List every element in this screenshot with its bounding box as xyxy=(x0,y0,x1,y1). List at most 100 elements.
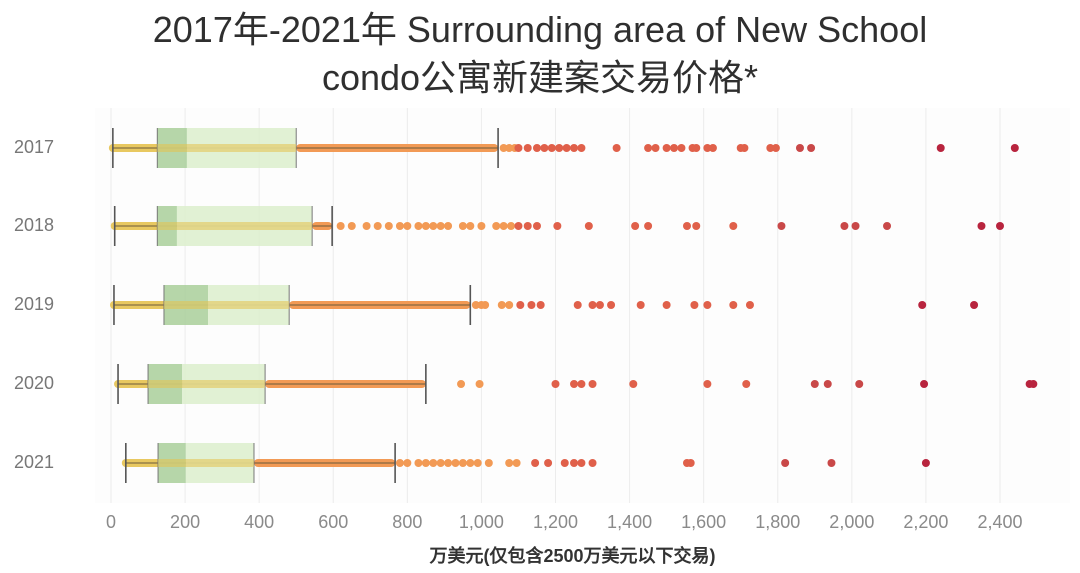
x-tick-label: 2,400 xyxy=(977,512,1023,532)
outlier-dot xyxy=(810,380,819,388)
x-axis-title: 万美元(仅包含2500万美元以下交易) xyxy=(429,546,716,566)
outlier-dot xyxy=(677,144,686,152)
box-band xyxy=(148,380,266,388)
outlier-dot xyxy=(570,380,579,388)
x-tick-label: 0 xyxy=(105,512,117,532)
outlier-dot xyxy=(703,144,712,152)
outlier-dot xyxy=(588,380,597,388)
outlier-dot xyxy=(612,144,621,152)
outlier-dot xyxy=(547,144,556,152)
outlier-dot xyxy=(421,222,430,230)
outlier-dot xyxy=(651,144,660,152)
x-tick-label: 1,800 xyxy=(755,512,801,532)
outlier-dot xyxy=(690,301,699,309)
outlier-dot xyxy=(532,144,541,152)
outlier-dot xyxy=(807,144,816,152)
outlier-dot xyxy=(414,459,423,467)
outlier-dot xyxy=(577,380,586,388)
outlier-dot xyxy=(384,222,393,230)
outlier-dot xyxy=(444,459,453,467)
outlier-dot xyxy=(362,222,371,230)
outlier-dot xyxy=(514,144,523,152)
outlier-dot xyxy=(692,222,701,230)
outlier-dot xyxy=(629,380,638,388)
outlier-dot xyxy=(588,301,597,309)
outlier-dot xyxy=(553,222,562,230)
x-tick-label: 1,600 xyxy=(681,512,727,532)
outlier-dot xyxy=(471,301,480,309)
outlier-dot xyxy=(497,301,506,309)
x-tick-label: 400 xyxy=(244,512,275,532)
outlier-dot xyxy=(414,222,423,230)
outlier-dot xyxy=(505,144,514,152)
outlier-dot xyxy=(499,144,508,152)
outlier-dot xyxy=(458,459,467,467)
outlier-dot xyxy=(484,459,493,467)
outlier-dot xyxy=(532,222,541,230)
outlier-dot xyxy=(996,222,1004,230)
outlier-dot xyxy=(729,222,738,230)
outlier-dot xyxy=(595,301,604,309)
outlier-dot xyxy=(742,380,751,388)
outlier-dot xyxy=(492,222,501,230)
outlier-dot xyxy=(588,459,597,467)
outlier-dot xyxy=(540,144,549,152)
outlier-dot xyxy=(481,301,490,309)
outlier-dot xyxy=(347,222,356,230)
outlier-dot xyxy=(795,144,804,152)
box-band xyxy=(163,301,290,309)
outlier-dot xyxy=(692,144,701,152)
outlier-dot xyxy=(536,301,545,309)
outlier-dot xyxy=(562,144,571,152)
outlier-dot xyxy=(531,459,540,467)
outlier-dot xyxy=(523,222,532,230)
outlier-dot xyxy=(473,459,482,467)
outlier-dot xyxy=(781,459,790,467)
outlier-dot xyxy=(436,459,445,467)
box-band xyxy=(157,222,313,230)
chart-title-line2: condo公寓新建案交易价格* xyxy=(321,57,759,98)
box-band xyxy=(158,459,254,467)
outlier-dot xyxy=(523,144,532,152)
outlier-dot xyxy=(436,222,445,230)
outlier-dot xyxy=(1010,144,1019,152)
outlier-dot xyxy=(584,222,593,230)
outlier-dot xyxy=(855,380,864,388)
outlier-dot xyxy=(505,301,514,309)
outlier-dot xyxy=(573,301,582,309)
outlier-dot xyxy=(560,459,569,467)
y-label-2019: 2019 xyxy=(14,294,55,314)
outlier-dot xyxy=(429,222,438,230)
outlier-dot xyxy=(708,144,717,152)
outlier-dot xyxy=(636,301,645,309)
outlier-dot xyxy=(429,459,438,467)
x-tick-label: 600 xyxy=(318,512,349,532)
outlier-dot xyxy=(918,301,927,309)
outlier-dot xyxy=(644,222,653,230)
box-band xyxy=(157,144,297,152)
outlier-dot xyxy=(745,301,754,309)
outlier-dot xyxy=(373,222,382,230)
outlier-dot xyxy=(466,222,475,230)
outlier-dot xyxy=(766,144,775,152)
outlier-dot xyxy=(703,301,712,309)
outlier-dot xyxy=(505,459,514,467)
outlier-dot xyxy=(827,459,836,467)
outlier-dot xyxy=(336,222,345,230)
outlier-dot xyxy=(577,459,586,467)
outlier-dot xyxy=(920,380,929,388)
outlier-dot xyxy=(570,459,579,467)
outlier-dot xyxy=(883,222,892,230)
y-label-2018: 2018 xyxy=(14,215,55,235)
outlier-dot xyxy=(477,222,486,230)
x-tick-label: 800 xyxy=(392,512,423,532)
outlier-dot xyxy=(527,301,536,309)
outlier-dot xyxy=(458,222,467,230)
outlier-dot xyxy=(740,144,749,152)
outlier-dot xyxy=(644,144,653,152)
x-tick-label: 2,200 xyxy=(903,512,949,532)
outlier-dot xyxy=(686,459,695,467)
outlier-dot xyxy=(551,380,560,388)
outlier-dot xyxy=(403,459,412,467)
